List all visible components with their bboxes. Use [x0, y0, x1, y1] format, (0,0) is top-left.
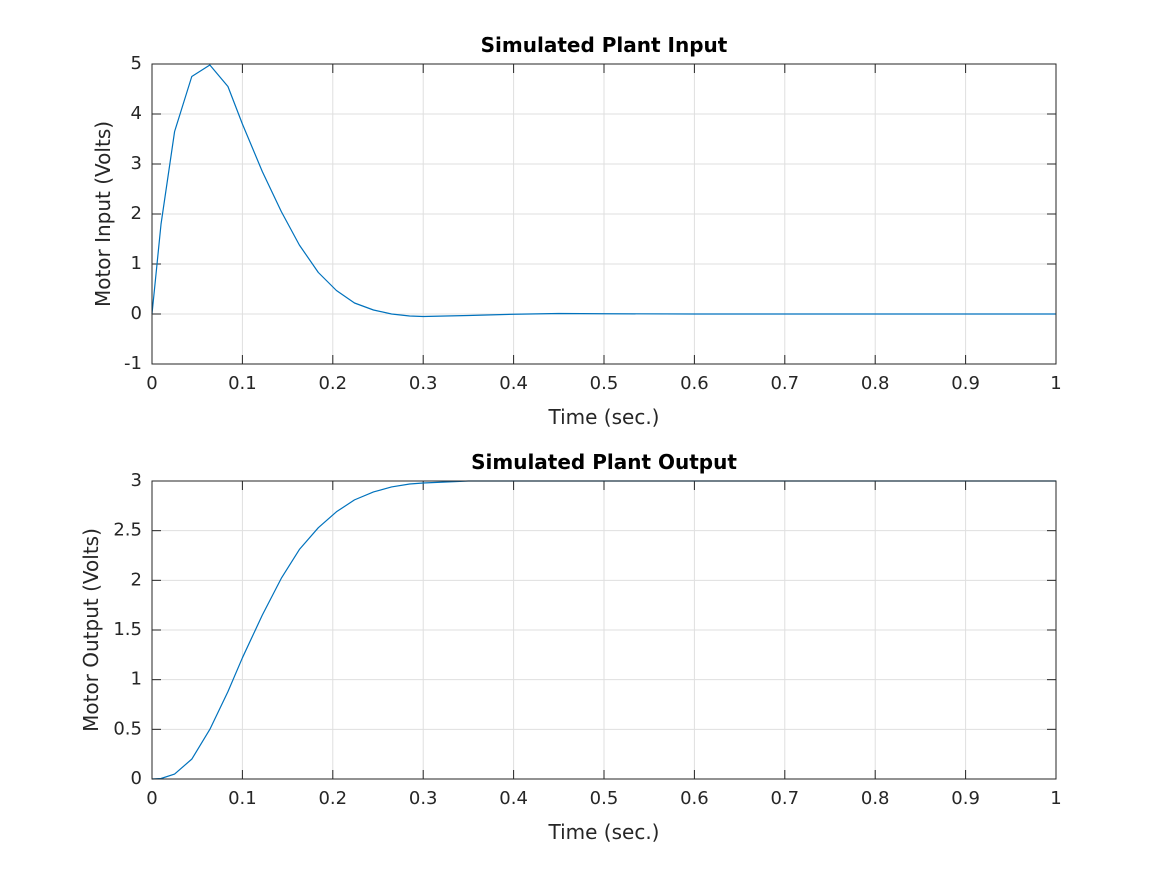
- y-tick-label: 0.5: [113, 718, 142, 739]
- x-tick-label: 0.4: [499, 788, 528, 809]
- y-axis-label: Motor Output (Volts): [79, 528, 103, 732]
- output-chart: Simulated Plant Output Time (sec.) Motor…: [79, 450, 1062, 844]
- y-tick-label: 2: [131, 569, 142, 590]
- y-tick-label: 3: [131, 470, 142, 491]
- x-tick-label: 0.8: [861, 788, 890, 809]
- y-tick-label: 1: [131, 669, 142, 690]
- x-tick-label: 0.6: [680, 788, 709, 809]
- x-tick-label: 0.6: [680, 373, 709, 394]
- x-tick-label: 0.8: [861, 373, 890, 394]
- x-tick-label: 0.2: [318, 788, 347, 809]
- x-tick-label: 0.2: [318, 373, 347, 394]
- x-tick-label: 0.3: [409, 373, 438, 394]
- x-tick-label: 0.5: [590, 788, 619, 809]
- y-axis-label: Motor Input (Volts): [91, 121, 115, 307]
- x-tick-label: 0: [146, 373, 157, 394]
- chart-title: Simulated Plant Input: [481, 33, 728, 57]
- x-axis-label: Time (sec.): [548, 405, 660, 429]
- input-chart: Simulated Plant Input Time (sec.) Motor …: [91, 33, 1062, 429]
- y-tick-labels: -1 0 1 2 3 4 5: [124, 53, 142, 374]
- x-axis-label: Time (sec.): [548, 820, 660, 844]
- y-tick-label: 0: [131, 768, 142, 789]
- x-tick-labels: 0 0.1 0.2 0.3 0.4 0.5 0.6 0.7 0.8 0.9 1: [146, 373, 1061, 394]
- y-tick-label: 4: [131, 103, 142, 124]
- y-tick-label: 2: [131, 203, 142, 224]
- axes-box: [151, 63, 1057, 365]
- x-tick-label: 0.7: [770, 373, 799, 394]
- x-tick-label: 0.4: [499, 373, 528, 394]
- axes-box: [151, 480, 1057, 780]
- x-tick-label: 1: [1050, 788, 1061, 809]
- x-tick-label: 0.7: [770, 788, 799, 809]
- x-tick-label: 0.1: [228, 788, 257, 809]
- x-tick-label: 1: [1050, 373, 1061, 394]
- y-tick-label: 0: [131, 303, 142, 324]
- y-tick-label: 1: [131, 253, 142, 274]
- x-tick-label: 0.9: [951, 373, 980, 394]
- y-tick-labels: 0 0.5 1 1.5 2 2.5 3: [113, 470, 142, 789]
- y-tick-label: -1: [124, 353, 142, 374]
- x-tick-label: 0.1: [228, 373, 257, 394]
- series-line: [151, 64, 1056, 318]
- x-tick-label: 0: [146, 788, 157, 809]
- y-tick-label: 2.5: [113, 520, 142, 541]
- y-tick-label: 3: [131, 153, 142, 174]
- x-tick-label: 0.5: [590, 373, 619, 394]
- y-tick-label: 5: [131, 53, 142, 74]
- chart-title: Simulated Plant Output: [471, 450, 737, 474]
- y-tick-label: 1.5: [113, 619, 142, 640]
- x-tick-labels: 0 0.1 0.2 0.3 0.4 0.5 0.6 0.7 0.8 0.9 1: [146, 788, 1061, 809]
- x-tick-label: 0.3: [409, 788, 438, 809]
- x-tick-label: 0.9: [951, 788, 980, 809]
